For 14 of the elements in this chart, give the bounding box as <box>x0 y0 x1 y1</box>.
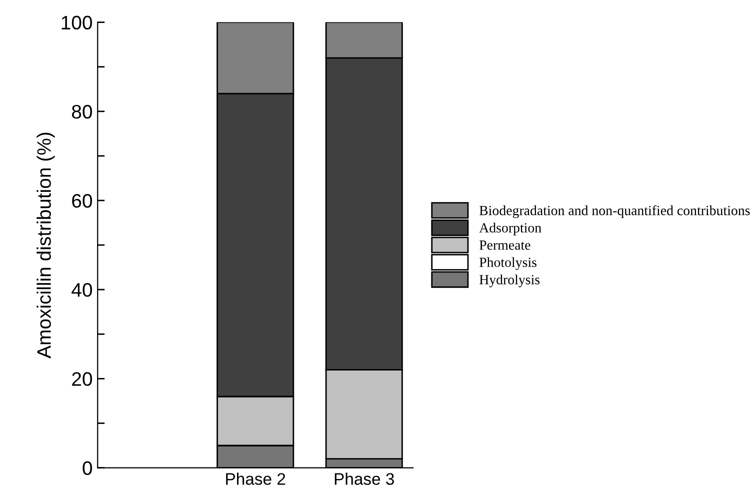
y-axis-title: Amoxicillin distribution (%) <box>36 132 55 358</box>
y-tick-label: 0 <box>82 461 92 476</box>
y-tick-label: 60 <box>72 194 92 208</box>
legend-label: Hydrolysis <box>479 274 540 288</box>
y-tick-label: 40 <box>72 283 92 297</box>
y-tick-label: 80 <box>72 104 92 119</box>
legend-label: Permeate <box>479 240 530 250</box>
legend-label: Biodegradation and non-quantified contributions <box>479 205 750 218</box>
x-tick-label: Phase 2 <box>226 472 286 485</box>
y-tick-label: 20 <box>72 372 92 386</box>
legend-label: Adsorption <box>479 222 542 236</box>
x-tick-label: Phase 3 <box>334 472 394 485</box>
y-tick-label: 100 <box>62 16 92 30</box>
legend-label: Photolysis <box>479 257 536 270</box>
